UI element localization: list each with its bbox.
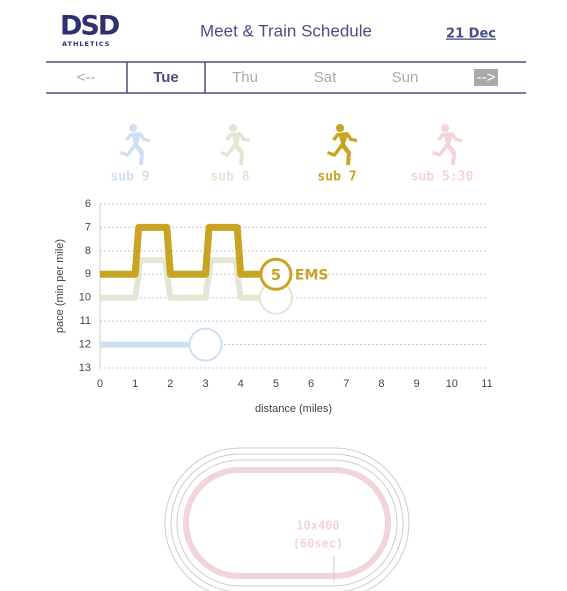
lane <box>176 459 398 587</box>
y-tick-label: 9 <box>85 268 91 280</box>
nav-item[interactable]: <-- <box>77 69 96 86</box>
x-axis-label: distance (miles) <box>255 403 332 415</box>
end-marker <box>259 257 293 291</box>
nav-item[interactable]: Tue <box>153 69 179 86</box>
runner-icon <box>327 124 357 165</box>
runner-label[interactable]: sub 7 <box>317 170 356 185</box>
marker-label: 5 <box>271 266 281 284</box>
x-tick-label: 3 <box>202 378 208 390</box>
marker-annotation: EMS <box>295 267 329 283</box>
runner-figure <box>220 124 250 165</box>
track: 10x400 (60sec) <box>164 447 410 591</box>
y-axis-label: pace (min per mile) <box>54 239 66 333</box>
nav-item[interactable]: --> <box>477 69 496 86</box>
series-line <box>100 223 276 278</box>
y-tick-label: 12 <box>79 338 91 350</box>
nav-item[interactable]: Sun <box>392 69 419 86</box>
series-line <box>100 257 276 301</box>
track-text: (60sec) <box>293 537 344 551</box>
logo-sub: ATHLETICS <box>62 40 110 48</box>
y-tick-label: 7 <box>85 221 91 233</box>
nav-item[interactable]: Thu <box>232 69 258 86</box>
x-tick-label: 10 <box>446 378 458 390</box>
runner-figure <box>432 124 462 165</box>
track-text: 10x400 <box>296 519 339 533</box>
runner-figure <box>327 124 357 165</box>
runner-icon <box>120 124 150 165</box>
runner-label[interactable]: sub 8 <box>210 170 249 185</box>
runner-icon <box>432 124 462 165</box>
runner-figure <box>120 124 150 165</box>
x-tick-label: 11 <box>481 378 492 390</box>
title: Meet & Train Schedule <box>200 21 372 40</box>
y-tick-label: 6 <box>85 198 91 210</box>
x-tick-label: 7 <box>343 378 349 390</box>
y-tick-label: 10 <box>79 292 91 304</box>
x-tick-label: 9 <box>414 378 420 390</box>
y-tick-label: 8 <box>85 245 91 257</box>
lane <box>170 453 404 591</box>
x-tick-label: 8 <box>378 378 384 390</box>
next-bg <box>474 69 498 86</box>
y-tick-label: 11 <box>80 315 91 327</box>
x-tick-label: 6 <box>308 378 314 390</box>
track-lane <box>183 467 391 579</box>
lane <box>164 447 410 591</box>
x-tick-label: 4 <box>238 378 244 390</box>
end-marker <box>188 327 223 362</box>
runner-label[interactable]: sub 9 <box>110 170 149 185</box>
x-tick-label: 2 <box>167 378 173 390</box>
runner-label[interactable]: sub 5:30 <box>411 170 474 185</box>
x-tick-label: 5 <box>273 378 279 390</box>
nav-item[interactable]: Sat <box>314 69 337 86</box>
date[interactable]: 21 Dec <box>446 27 496 42</box>
x-tick-label: 1 <box>132 378 138 390</box>
y-tick-label: 13 <box>79 362 91 374</box>
logo: DSD <box>60 11 119 42</box>
runner-icon <box>220 124 250 165</box>
x-tick-label: 0 <box>97 378 103 390</box>
